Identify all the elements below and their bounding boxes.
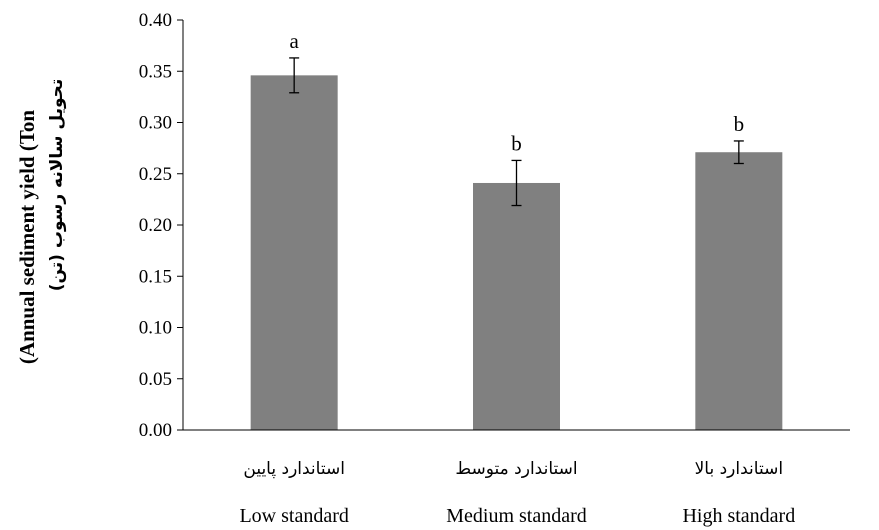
x-tick-label-fa: استاندارد پایین: [243, 459, 345, 479]
y-axis-title: (Annual sediment yield (Ton تحویل سالانه…: [15, 79, 67, 364]
significance-letter: b: [734, 112, 745, 136]
y-tick-label: 0.00: [139, 420, 172, 441]
significance-letter: b: [511, 131, 522, 155]
y-tick-label: 0.30: [139, 113, 172, 134]
bar: [695, 152, 783, 430]
y-tick-label: 0.40: [139, 10, 172, 31]
y-tick-label: 0.10: [139, 318, 172, 339]
x-tick-label-en: Low standard: [239, 505, 348, 527]
x-axis-labels: استاندارد پایین Low standard استاندارد متو…: [239, 459, 795, 527]
x-tick-label-fa: استاندارد متوسط: [455, 459, 577, 479]
x-tick-label-en: High standard: [682, 505, 795, 527]
x-tick-label-fa: استاندارد بالا: [695, 459, 783, 479]
y-axis-title-en: (Annual sediment yield (Ton: [15, 110, 39, 365]
y-tick-label: 0.20: [139, 215, 172, 236]
bar: [473, 182, 560, 430]
y-tick-label: 0.25: [139, 164, 172, 185]
y-tick-label: 0.05: [139, 369, 172, 390]
significance-letter: a: [290, 29, 300, 53]
y-axis: 0.00 0.05 0.10 0.15 0.20 0.25 0.30 0.35 0.40: [139, 10, 183, 441]
y-tick-label: 0.15: [139, 266, 172, 287]
x-tick-label-en: Medium standard: [446, 505, 587, 527]
bars: a b b: [250, 29, 783, 430]
y-axis-title-fa: تحویل سالانه رسوب (تن): [47, 79, 67, 292]
y-tick-label: 0.35: [139, 61, 172, 82]
bar: [250, 75, 338, 430]
